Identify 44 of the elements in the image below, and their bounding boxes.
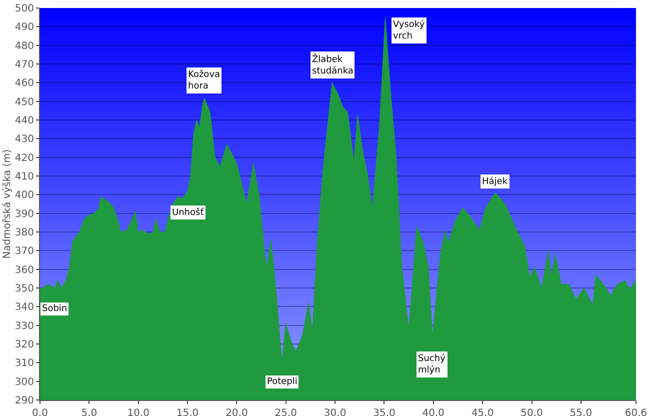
x-tick-label: 20.0 <box>226 408 248 416</box>
annotation: Kožova hora <box>188 69 220 92</box>
y-tick-label: 410 <box>14 172 34 182</box>
y-tick-label: 490 <box>14 22 34 34</box>
y-tick-label: 360 <box>14 264 34 276</box>
y-tick-label: 320 <box>14 340 34 350</box>
x-tick-label: 50.0 <box>520 408 543 416</box>
y-tick-label: 300 <box>14 376 34 388</box>
y-tick-label: 440 <box>14 116 34 126</box>
x-tick-label: 60.6 <box>624 408 648 416</box>
x-tick-label: 35.0 <box>373 408 396 416</box>
annotation: Suchý mlýn <box>418 353 446 376</box>
y-tick-label: 390 <box>14 208 34 220</box>
y-tick-label: 420 <box>14 152 34 164</box>
annotation: Potepli <box>267 377 298 387</box>
annotation: Sobin <box>42 304 68 314</box>
x-tick-label: 30.0 <box>324 408 346 416</box>
x-tick-label: 55.0 <box>570 408 592 416</box>
x-tick-label: 40.0 <box>422 408 445 416</box>
y-tick-label: 480 <box>14 40 34 52</box>
x-tick-label: 25.0 <box>274 408 298 416</box>
annotation: Unhošť <box>172 207 204 218</box>
y-tick-label: 450 <box>14 96 34 108</box>
y-tick-label: 370 <box>14 246 34 258</box>
x-tick-label: 5.0 <box>81 408 98 416</box>
y-axis-title: Nadmořská výška (m) <box>2 149 13 259</box>
y-tick-label: 340 <box>14 302 34 314</box>
x-tick-label: 15.0 <box>176 408 199 416</box>
y-tick-label: 400 <box>14 190 34 202</box>
y-tick-label: 380 <box>14 228 34 238</box>
y-tick-label: 500 <box>14 4 34 14</box>
y-tick-label: 470 <box>14 60 34 70</box>
y-tick-label: 350 <box>14 284 34 294</box>
x-tick-label: 45.0 <box>471 408 494 416</box>
y-tick-label: 290 <box>14 396 34 406</box>
x-tick-label: 0.0 <box>32 408 48 416</box>
x-tick-label: 10.0 <box>127 408 150 416</box>
annotation: Žlabek studánka <box>312 53 354 77</box>
y-tick-label: 460 <box>14 78 34 90</box>
y-tick-label: 310 <box>14 358 34 370</box>
y-tick-label: 330 <box>14 320 34 332</box>
annotation: Vysoký vrch <box>393 19 426 42</box>
annotation: Hájek <box>482 176 508 187</box>
y-tick-label: 430 <box>14 134 34 146</box>
